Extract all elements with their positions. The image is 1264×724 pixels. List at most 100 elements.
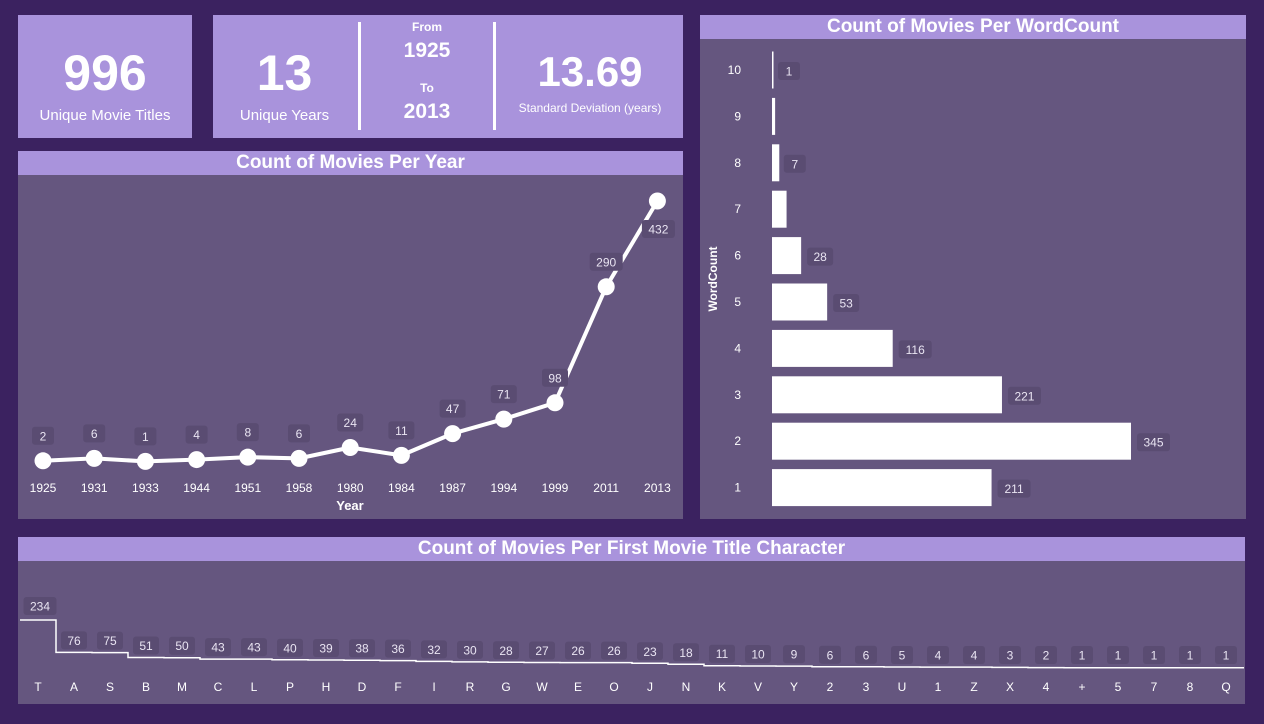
wordcount-data-label-8-box [783,154,806,173]
first-char-series-line [20,619,1244,669]
first-char-data-label-T-box [23,597,57,615]
first-char-tick-label-Z: Z [970,680,977,694]
year-chart-title: Count of Movies Per Year [18,151,683,175]
first-char-data-label-N-box [673,643,699,662]
first-char-tick-label-I: I [432,680,435,694]
year-point-1984 [392,446,410,464]
year-tick-label-1951: 1951 [234,481,261,495]
first-char-data-label-N: 18 [679,646,693,660]
year-tick-label-1984: 1984 [388,481,415,495]
first-char-data-label-O-box [601,641,627,660]
kpi-card-years: 13 Unique Years From 1925 To 2013 13.69 … [213,15,683,138]
first-char-tick-label-1: 1 [935,680,942,694]
wordcount-bar-9 [772,97,776,135]
year-tick-label-1933: 1933 [132,481,159,495]
year-data-label-1984: 11 [395,424,408,438]
wordcount-data-label-10: 1 [786,65,793,79]
kpi-std-dev-label: Standard Deviation (years) [518,101,662,115]
wordcount-bar-5 [772,283,828,321]
wordcount-tick-label-7: 7 [734,202,741,216]
wordcount-bar-1 [772,469,992,507]
first-char-data-label-B: 51 [139,639,153,653]
kpi-unique-years-label: Unique Years [239,107,330,124]
first-char-data-label-T: 234 [30,600,50,614]
first-char-data-label-W: 27 [535,644,549,658]
year-data-label-1951: 8 [244,426,251,440]
first-char-data-label-4: 2 [1043,649,1050,663]
first-char-tick-label-A: A [70,680,78,694]
first-char-data-label-E-box [565,641,591,660]
first-char-tick-label-H: H [322,680,331,694]
first-char-tick-label-K: K [718,680,726,694]
wordcount-data-label-3: 221 [1014,389,1034,403]
first-char-data-label-Y: 9 [791,648,798,662]
first-char-data-label-3: 6 [863,648,870,662]
first-char-tick-label-X: X [1006,680,1014,694]
first-char-tick-label-N: N [682,680,691,694]
first-char-data-label-8-box [1179,646,1201,664]
wordcount-data-label-5: 53 [839,297,853,311]
year-tick-label-1999: 1999 [542,481,569,495]
wordcount-chart-panel: Count of Movies Per WordCount WordCount 1… [700,15,1246,519]
first-char-data-label-S: 75 [103,634,117,648]
first-char-data-label-J-box [637,642,663,661]
wordcount-data-label-6-box [807,247,834,266]
kpi-range-from-label: From [412,20,442,34]
first-char-data-label-J: 23 [643,645,657,659]
year-data-label-2011: 290 [596,255,616,269]
first-char-data-label-P: 40 [283,641,297,655]
first-char-data-label-G-box [493,641,519,660]
first-char-data-label-G: 28 [499,644,513,658]
year-tick-label-2011: 2011 [593,481,619,495]
year-data-label-2013: 432 [648,223,668,237]
year-point-1944 [188,451,206,469]
first-char-data-label-H-box [313,639,339,657]
first-char-data-label-X: 3 [1007,649,1014,663]
wordcount-bar-6 [772,237,802,275]
year-x-axis-title: Year [336,498,363,513]
kpi-divider-left [358,22,361,130]
year-point-1958 [290,449,308,467]
wordcount-data-label-2: 345 [1143,436,1163,450]
wordcount-tick-label-8: 8 [734,156,741,170]
year-point-1931 [85,449,103,467]
wordcount-bar-chart: WordCount 10 1 9 8 7 7 6 28 5 53 4 116 3 221 2 345 1 211 [706,51,1170,507]
year-data-label-1933-box [134,427,157,446]
year-data-label-1980-box [337,413,364,432]
wordcount-data-label-5-box [833,294,860,312]
kpi-divider-right [493,22,496,130]
year-line-chart: 2 1925 6 1931 1 1933 4 1944 8 1951 6 1958 24 1980 11 19… [30,192,675,513]
first-char-tick-label-J: J [647,680,653,694]
kpi-card-unique-titles: 996 Unique Movie Titles [18,15,192,138]
wordcount-data-label-4-box [898,340,932,359]
wordcount-data-label-2-box [1137,433,1170,452]
first-char-chart-panel: Count of Movies Per First Movie Title Ch… [18,537,1245,704]
year-data-label-1925-box [32,426,54,445]
wordcount-data-label-6: 28 [813,250,827,264]
wordcount-bar-7 [772,190,787,228]
kpi-std-dev-value: 13.69 [537,48,643,95]
year-tick-label-1994: 1994 [490,481,517,495]
wordcount-bar-8 [772,144,780,182]
first-char-data-label-E: 26 [571,644,585,658]
first-char-data-label-5-box [1107,646,1129,664]
kpi-range-to-label: To [420,81,434,95]
first-char-tick-label-R: R [466,680,475,694]
year-point-1999 [546,394,564,412]
year-data-label-1987-box [439,399,466,418]
year-data-label-1994: 71 [497,388,511,402]
first-char-tick-label-E: E [574,680,582,694]
first-char-tick-label-S: S [106,680,114,694]
wordcount-data-label-1-box [997,479,1031,498]
first-char-data-label-C: 43 [211,641,225,655]
first-char-data-label-V-box [745,644,771,663]
wordcount-tick-label-9: 9 [734,109,741,123]
year-data-label-2011-box [589,252,623,271]
year-point-2013 [648,192,666,210]
kpi-unique-years-value: 13 [256,45,313,101]
first-char-data-label-+-box [1071,646,1093,664]
first-char-data-label-4-box [1035,646,1057,664]
wordcount-tick-label-5: 5 [734,295,741,309]
first-char-data-label-O: 26 [607,644,621,658]
year-data-label-2013-box [641,220,675,238]
